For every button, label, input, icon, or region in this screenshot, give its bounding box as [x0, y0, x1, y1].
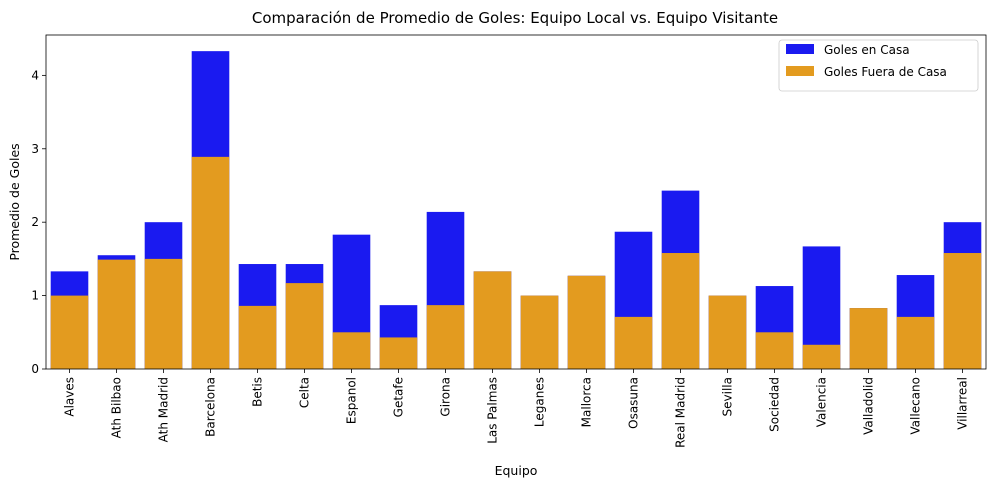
y-tick-label: 2 [31, 215, 39, 229]
x-tick-label: Valladolid [862, 377, 876, 435]
x-tick-label: Ath Bilbao [110, 377, 124, 438]
bar-away-ath-madrid [144, 258, 183, 369]
x-tick-label: Las Palmas [486, 377, 500, 444]
y-tick-label: 0 [31, 362, 39, 376]
bar-away-osasuna [614, 316, 653, 369]
legend-frame [778, 39, 979, 92]
x-tick-label: Alaves [63, 377, 77, 417]
bar-away-betis [238, 305, 277, 369]
bar-away-vallecano [896, 316, 935, 369]
x-tick-label: Sociedad [768, 377, 782, 432]
bar-away-getafe [379, 337, 418, 369]
x-tick-label: Girona [439, 377, 453, 417]
x-tick-label: Valencia [815, 377, 829, 427]
x-tick-label: Osasuna [627, 377, 641, 429]
legend: Goles en Casa Goles Fuera de Casa [778, 39, 979, 92]
y-ticks-group: 0 1 2 3 4 [31, 68, 46, 376]
bar-away-villarreal [943, 253, 982, 369]
x-axis-label: Equipo [495, 463, 538, 478]
bar-away-real-madrid [661, 253, 700, 369]
bar-away-espanol [332, 332, 371, 369]
legend-label-away: Goles Fuera de Casa [824, 65, 947, 79]
bar-away-valencia [802, 344, 841, 369]
x-tick-label: Leganes [533, 377, 547, 427]
x-tick-label: Betis [251, 377, 265, 407]
bar-away-las-palmas [473, 271, 512, 369]
x-tick-label: Ath Madrid [157, 377, 171, 442]
chart-title: Comparación de Promedio de Goles: Equipo… [252, 9, 778, 27]
plot-frame [45, 34, 987, 370]
x-tick-label: Getafe [392, 377, 406, 417]
bar-away-celta [285, 283, 324, 369]
y-tick-label: 1 [31, 289, 39, 303]
x-tick-label: Sevilla [721, 377, 735, 416]
x-tick-label: Celta [298, 377, 312, 408]
y-tick-label: 4 [31, 68, 39, 82]
x-tick-label: Vallecano [909, 377, 923, 435]
x-tick-label: Villarreal [956, 377, 970, 430]
x-ticks-group: Alaves Ath Bilbao Ath Madrid Barcelona Betis… [63, 369, 970, 448]
bar-away-sociedad [755, 332, 794, 369]
x-tick-label: Barcelona [204, 377, 218, 437]
bars-group [50, 51, 982, 370]
bar-away-barcelona [191, 156, 230, 369]
bar-away-mallorca [567, 275, 606, 369]
x-tick-label: Espanol [345, 377, 359, 424]
x-tick-label: Real Madrid [674, 377, 688, 448]
y-axis-label: Promedio de Goles [7, 143, 22, 260]
legend-swatch-home [786, 44, 814, 54]
bar-away-sevilla [708, 295, 747, 369]
bar-away-ath-bilbao [97, 259, 136, 369]
x-tick-label: Mallorca [580, 377, 594, 427]
bar-away-alaves [50, 295, 89, 369]
y-tick-label: 3 [31, 142, 39, 156]
bar-away-leganes [520, 295, 559, 369]
bar-away-valladolid [849, 308, 888, 369]
bar-away-girona [426, 305, 465, 369]
legend-label-home: Goles en Casa [824, 43, 910, 57]
legend-swatch-away [786, 66, 814, 76]
